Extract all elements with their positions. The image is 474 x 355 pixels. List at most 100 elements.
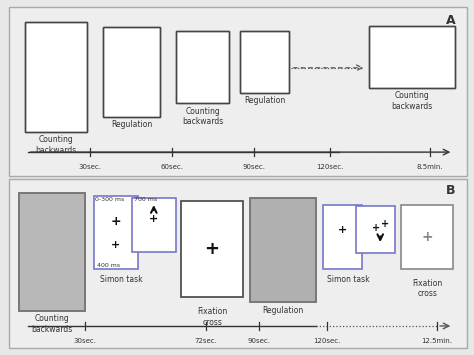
Bar [250,198,316,302]
Bar [259,70,270,76]
Ellipse shape [201,60,204,63]
Bar [323,204,362,269]
Ellipse shape [130,64,133,67]
Bar [356,206,395,253]
Text: +: + [111,240,120,250]
Ellipse shape [261,61,268,63]
Ellipse shape [188,43,218,77]
Ellipse shape [386,36,438,65]
Text: Regulation: Regulation [244,97,285,105]
Bar [181,201,243,297]
Text: Simon task: Simon task [100,274,143,284]
Bar [44,268,60,278]
Bar [240,31,289,93]
Ellipse shape [38,33,75,91]
Bar [371,27,453,87]
Bar [21,193,82,310]
Ellipse shape [128,71,136,74]
Bar [28,23,85,131]
Text: 8.5min.: 8.5min. [417,164,444,170]
Bar [369,26,456,88]
Ellipse shape [47,60,50,64]
Ellipse shape [251,41,278,70]
Ellipse shape [410,51,414,53]
Ellipse shape [55,67,58,71]
Ellipse shape [32,204,72,267]
Ellipse shape [33,212,71,268]
Ellipse shape [263,208,303,263]
Ellipse shape [250,37,279,70]
Bar [179,83,227,102]
Bar [106,28,158,116]
Bar [197,77,209,83]
Ellipse shape [264,215,302,264]
Bar [26,22,87,132]
Bar [176,31,229,103]
Text: 90sec.: 90sec. [243,164,266,170]
Bar [18,193,85,311]
Bar [125,84,138,92]
Bar [18,193,85,311]
Text: 30sec.: 30sec. [73,338,96,344]
Bar [103,27,160,117]
Text: 120sec.: 120sec. [316,164,343,170]
Bar [26,22,87,132]
Text: Fixation
cross: Fixation cross [412,279,442,298]
Ellipse shape [264,56,265,58]
Bar [132,198,175,252]
Text: A: A [446,14,456,27]
Ellipse shape [50,241,53,245]
Text: 30sec.: 30sec. [78,164,101,170]
Text: Counting
backwards: Counting backwards [182,106,223,126]
Ellipse shape [289,234,293,237]
Bar [28,101,85,131]
Bar [275,264,291,274]
Bar [179,32,227,102]
Ellipse shape [39,40,74,92]
Ellipse shape [199,66,207,69]
Text: Fixation
cross: Fixation cross [197,307,227,327]
Ellipse shape [58,234,62,237]
Ellipse shape [63,60,66,64]
Ellipse shape [278,249,288,252]
Bar [240,31,289,93]
Bar [103,27,160,117]
Text: Counting
backwards: Counting backwards [392,92,433,111]
Bar [49,92,64,102]
Text: +: + [421,230,433,244]
Text: Regulation: Regulation [111,120,153,129]
Bar [401,204,453,269]
Ellipse shape [269,53,272,55]
Ellipse shape [281,241,284,244]
Text: +: + [381,219,389,229]
Ellipse shape [421,48,426,49]
Bar [21,277,82,310]
Ellipse shape [47,251,56,254]
Text: 700 ms: 700 ms [134,197,157,202]
Text: 0-300 ms: 0-300 ms [95,197,125,202]
Ellipse shape [257,53,260,55]
Ellipse shape [52,76,61,79]
Text: 12.5min.: 12.5min. [422,338,453,344]
Text: 60sec.: 60sec. [160,164,183,170]
Ellipse shape [208,56,211,58]
Text: +: + [110,215,121,228]
Text: Simon task: Simon task [327,274,369,284]
Bar [401,65,422,71]
Bar [250,198,316,302]
Text: +: + [204,240,219,258]
Ellipse shape [137,59,141,61]
Text: +: + [337,225,347,235]
Text: +: + [372,223,380,233]
Ellipse shape [116,42,148,84]
Bar [252,273,314,301]
Text: 90sec.: 90sec. [247,338,270,344]
Bar [243,32,286,92]
Text: Counting
backwards: Counting backwards [36,135,77,155]
Bar [106,91,158,116]
Ellipse shape [385,32,439,65]
Bar [371,70,453,87]
Bar [176,31,229,103]
Ellipse shape [187,38,219,76]
Bar [252,199,314,301]
